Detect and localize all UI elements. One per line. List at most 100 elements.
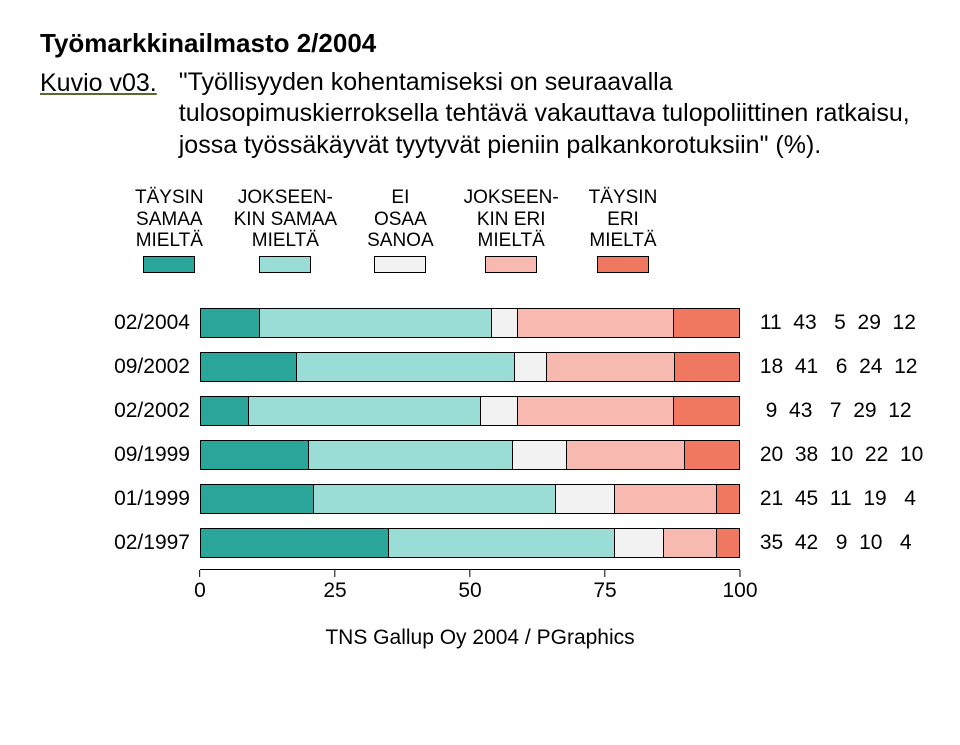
legend-label: JOKSEEN- — [464, 187, 559, 209]
row-values: 20 38 10 22 10 — [740, 443, 930, 467]
legend-swatch — [259, 256, 311, 273]
subheader-row: Kuvio v03. "Työllisyyden kohentamiseksi … — [40, 67, 920, 161]
bar-segment — [389, 529, 615, 557]
legend-label: KIN ERI — [477, 209, 546, 231]
legend-label: MIELTÄ — [136, 230, 203, 252]
axis-tick: 0 — [194, 570, 206, 603]
chart-row: 01/1999 21 45 11 19 4 — [80, 477, 930, 521]
legend-swatch — [143, 256, 195, 273]
bar-segment — [675, 353, 739, 381]
legend-label: SAMAA — [136, 209, 203, 231]
bar-segment — [481, 397, 519, 425]
bar-segment — [664, 529, 718, 557]
axis-tick: 75 — [593, 570, 616, 603]
axis-tick: 25 — [323, 570, 346, 603]
legend-swatch — [597, 256, 649, 273]
legend-item: JOKSEEN-KIN SAMAAMIELTÄ — [234, 187, 337, 274]
legend-label: TÄYSIN — [135, 187, 204, 209]
tick-mark — [469, 570, 470, 577]
chart-row: 02/2004 11 43 5 29 12 — [80, 301, 930, 345]
bar-segment — [674, 397, 739, 425]
bar-segment — [201, 353, 297, 381]
bar-segment — [518, 309, 674, 337]
bar-segment — [717, 529, 739, 557]
chart-row: 09/2002 18 41 6 24 12 — [80, 345, 930, 389]
row-label: 01/1999 — [80, 487, 200, 511]
row-label: 02/2002 — [80, 399, 200, 423]
bar-segment — [615, 529, 663, 557]
bar-segment — [674, 309, 739, 337]
legend-label: SANOA — [367, 230, 434, 252]
bar-segment — [615, 485, 717, 513]
chart-row: 09/1999 20 38 10 22 10 — [80, 433, 930, 477]
legend: TÄYSINSAMAAMIELTÄJOKSEEN-KIN SAMAAMIELTÄ… — [135, 187, 920, 274]
bar-segment — [513, 441, 567, 469]
legend-label: MIELTÄ — [589, 230, 656, 252]
bar — [200, 308, 740, 338]
tick-mark — [334, 570, 335, 577]
axis-tick: 50 — [458, 570, 481, 603]
bar-segment — [717, 485, 739, 513]
bar-segment — [567, 441, 685, 469]
legend-item: JOKSEEN-KIN ERIMIELTÄ — [464, 187, 559, 274]
legend-label: TÄYSIN — [589, 187, 658, 209]
page-title: Työmarkkinailmasto 2/2004 — [40, 28, 920, 59]
figure-number: Kuvio v03. — [40, 67, 157, 98]
axis-tick: 100 — [722, 570, 757, 603]
bar-segment — [556, 485, 615, 513]
chart-row: 02/1997 35 42 9 10 4 — [80, 521, 930, 565]
bar-segment — [201, 485, 314, 513]
tick-mark — [739, 570, 740, 577]
legend-label: JOKSEEN- — [238, 187, 333, 209]
tick-mark — [604, 570, 605, 577]
legend-item: EIOSAASANOA — [367, 187, 434, 274]
tick-label: 100 — [722, 579, 757, 603]
bar-segment — [518, 397, 674, 425]
legend-label: MIELTÄ — [252, 230, 319, 252]
legend-label: EI — [391, 187, 409, 209]
row-values: 11 43 5 29 12 — [740, 311, 930, 335]
bar-segment — [201, 309, 260, 337]
chart-row: 02/2002 9 43 7 29 12 — [80, 389, 930, 433]
bar-segment — [314, 485, 556, 513]
bar-segment — [260, 309, 491, 337]
tick-label: 0 — [194, 579, 206, 603]
row-label: 02/2004 — [80, 311, 200, 335]
bar — [200, 484, 740, 514]
row-label: 09/2002 — [80, 355, 200, 379]
row-values: 18 41 6 24 12 — [740, 355, 930, 379]
legend-label: KIN SAMAA — [234, 209, 337, 231]
bar-segment — [201, 397, 249, 425]
row-label: 09/1999 — [80, 443, 200, 467]
x-axis: 0 25 50 75 100 — [80, 569, 930, 608]
bar-segment — [492, 309, 519, 337]
tick-label: 50 — [458, 579, 481, 603]
question-text: "Työllisyyden kohentamiseksi on seuraava… — [179, 67, 920, 161]
tick-label: 75 — [593, 579, 616, 603]
legend-item: TÄYSINSAMAAMIELTÄ — [135, 187, 204, 274]
bar — [200, 352, 740, 382]
bar-segment — [201, 529, 389, 557]
row-values: 21 45 11 19 4 — [740, 487, 930, 511]
page: Työmarkkinailmasto 2/2004 Kuvio v03. "Ty… — [0, 0, 960, 650]
tick-mark — [200, 570, 201, 577]
legend-label: OSAA — [374, 209, 427, 231]
footer-credit: TNS Gallup Oy 2004 / PGraphics — [40, 626, 920, 650]
legend-swatch — [485, 256, 537, 273]
bar — [200, 396, 740, 426]
bar-segment — [297, 353, 515, 381]
bar-segment — [201, 441, 309, 469]
tick-label: 25 — [323, 579, 346, 603]
bar-segment — [515, 353, 547, 381]
bar — [200, 440, 740, 470]
legend-swatch — [374, 256, 426, 273]
row-values: 9 43 7 29 12 — [740, 399, 930, 423]
bar-segment — [249, 397, 480, 425]
bar — [200, 528, 740, 558]
bar-segment — [547, 353, 675, 381]
legend-label: MIELTÄ — [478, 230, 545, 252]
bar-segment — [309, 441, 513, 469]
chart: 02/2004 11 43 5 29 1209/2002 18 41 6 24 … — [80, 301, 930, 608]
legend-label: ERI — [607, 209, 639, 231]
bar-segment — [685, 441, 739, 469]
